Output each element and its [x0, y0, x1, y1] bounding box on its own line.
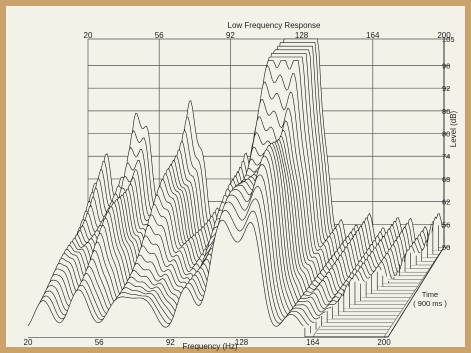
level-tick-label: 68	[442, 175, 450, 184]
time-axis-line	[387, 246, 445, 338]
level-tick-label: 86	[442, 107, 450, 116]
slice-mask	[28, 220, 305, 337]
y-axis-label: Level (dB)	[449, 110, 458, 147]
waterfall-slices	[27, 38, 445, 337]
slice-mask	[59, 136, 378, 291]
waterfall-chart: Low Frequency Response Frequency (Hz) Le…	[24, 21, 458, 351]
floor-depth-line	[383, 246, 445, 338]
level-tick-label: 105	[442, 35, 455, 44]
bottom-frequency-ticks: 20 56 92 128 164 200	[24, 338, 392, 347]
z-axis-label: Time	[422, 290, 438, 299]
z-axis-sublabel: ( 900 ms )	[413, 299, 447, 308]
top-tick-label: 92	[226, 31, 235, 40]
bottom-tick-label: 200	[377, 338, 391, 347]
level-tick-label: 62	[442, 198, 450, 207]
level-tick-label: 74	[442, 152, 450, 161]
bottom-tick-label: 92	[166, 338, 175, 347]
x-axis-label: Frequency (Hz)	[182, 342, 237, 351]
level-tick-label: 80	[442, 130, 450, 139]
bottom-tick-label: 164	[306, 338, 320, 347]
spectrum-slice	[27, 219, 304, 328]
spectrum-slice	[56, 138, 371, 292]
bottom-tick-label: 56	[95, 338, 104, 347]
top-tick-label: 164	[366, 31, 380, 40]
level-tick-label: 92	[442, 84, 450, 93]
chart-title: Low Frequency Response	[228, 21, 321, 30]
level-ticks: 105 98 92 86 80 74 68 62 56 50	[442, 35, 455, 252]
top-tick-label: 128	[295, 31, 309, 40]
level-tick-label: 50	[442, 243, 450, 252]
top-tick-label: 200	[437, 31, 451, 40]
level-tick-label: 98	[442, 61, 450, 70]
bottom-tick-label: 128	[235, 338, 249, 347]
top-tick-label: 56	[155, 31, 164, 40]
top-tick-label: 20	[84, 31, 93, 40]
bottom-tick-label: 20	[24, 338, 33, 347]
top-frequency-ticks: 20 56 92 128 164 200	[84, 31, 452, 40]
level-tick-label: 56	[442, 220, 450, 229]
spectrum-slice	[59, 135, 376, 289]
